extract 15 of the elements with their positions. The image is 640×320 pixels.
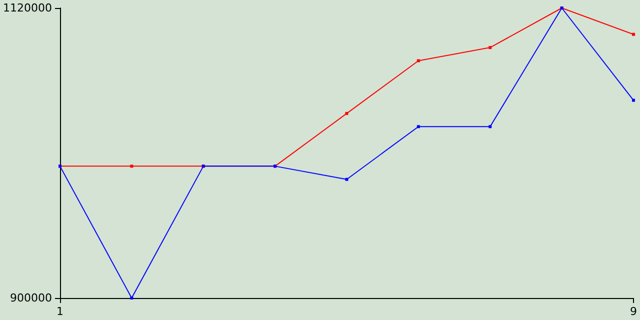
y-tick-label: 1120000 bbox=[2, 2, 52, 14]
point bbox=[130, 296, 134, 300]
point bbox=[632, 32, 635, 36]
x-tick-label: 1 bbox=[56, 305, 64, 318]
point bbox=[488, 46, 492, 50]
point bbox=[416, 59, 420, 62]
point bbox=[345, 112, 348, 115]
point bbox=[130, 164, 134, 168]
point bbox=[345, 178, 348, 181]
line-series bbox=[58, 6, 635, 300]
y-tick-label: 900000 bbox=[10, 292, 52, 304]
x-tick-label: 9 bbox=[630, 305, 637, 318]
point bbox=[488, 125, 492, 128]
point bbox=[416, 125, 420, 128]
point bbox=[632, 98, 635, 102]
